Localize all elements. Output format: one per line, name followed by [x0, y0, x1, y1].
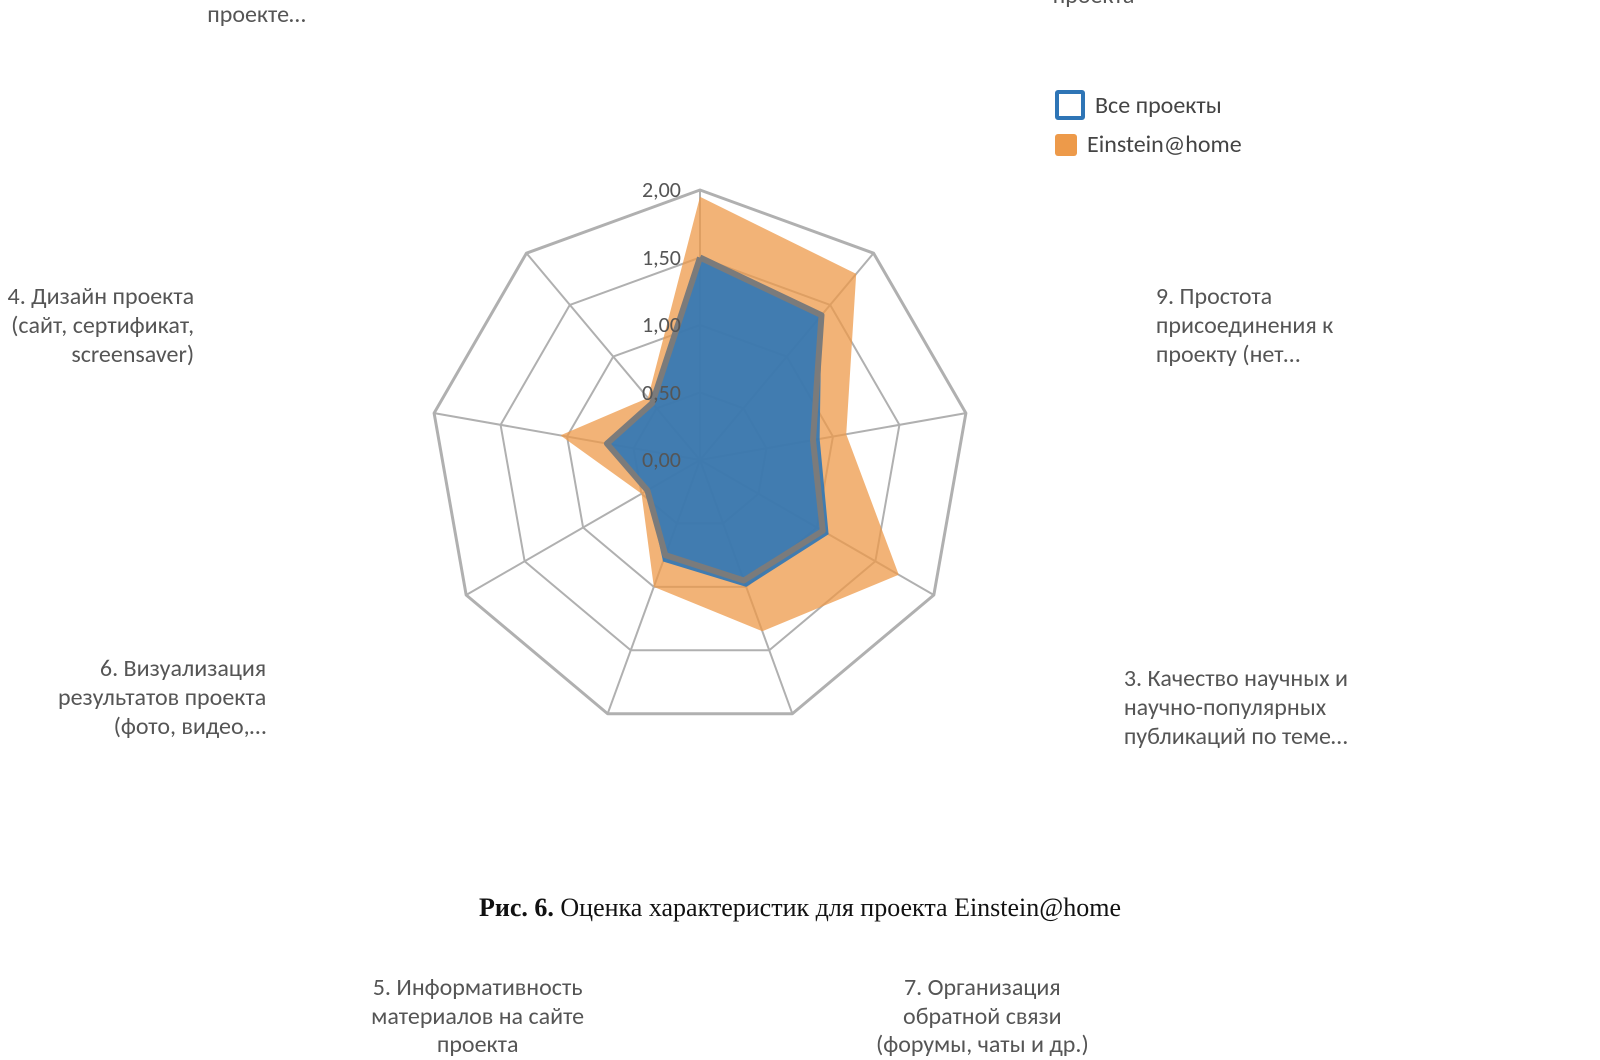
axis-category-label: 5. Информативность материалов на сайте п… [318, 974, 638, 1060]
page: 2. Научная составляющая проекта1. Ясный … [0, 0, 1600, 953]
axis-category-label: 1. Ясный замысел проекта [964, 0, 1224, 11]
axis-tick-label: 1,50 [642, 244, 681, 271]
caption-prefix: Рис. 6. [479, 893, 560, 922]
axis-category-label: 7. Организация обратной связи (форумы, ч… [832, 974, 1132, 1060]
radar-chart: 2. Научная составляющая проекта1. Ясный … [0, 0, 1600, 880]
legend-swatch-icon [1055, 90, 1085, 120]
axis-tick-label: 0,50 [642, 379, 681, 406]
axis-category-label: 9. Простота присоединения к проекту (нет… [1156, 283, 1456, 369]
axis-category-label: 4. Дизайн проекта (сайт, сертификат, scr… [0, 283, 194, 369]
legend-label: Einstein@home [1087, 130, 1242, 159]
figure-caption: Рис. 6. Оценка характеристик для проекта… [0, 893, 1600, 923]
axis-category-label: 3. Качество научных и научно-популярных … [1124, 665, 1454, 751]
axis-tick-label: 2,00 [642, 176, 681, 203]
caption-text: Оценка характеристик для проекта Einstei… [560, 893, 1121, 922]
axis-category-label: 8. Стимулирование участия кранчера в про… [106, 0, 406, 30]
axis-tick-label: 1,00 [642, 311, 681, 338]
legend-item: Все проекты [1055, 90, 1242, 120]
legend-swatch-icon [1055, 134, 1077, 156]
legend: Все проекты Einstein@home [1055, 90, 1242, 169]
legend-item: Einstein@home [1055, 130, 1242, 159]
legend-label: Все проекты [1095, 91, 1222, 120]
axis-tick-label: 0,00 [642, 446, 681, 473]
axis-category-label: 6. Визуализация результатов проекта (фот… [0, 655, 266, 741]
